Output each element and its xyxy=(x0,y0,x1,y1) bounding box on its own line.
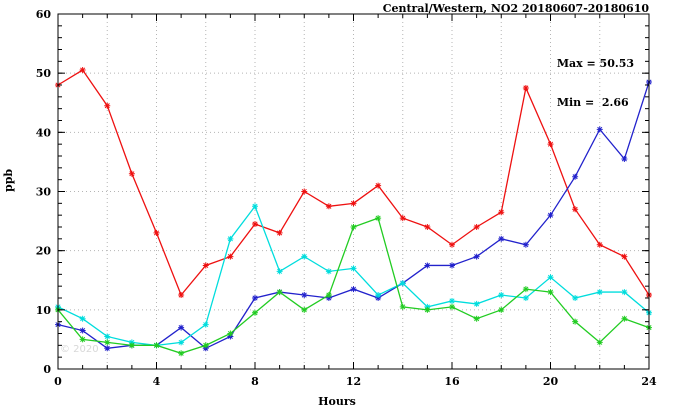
svg-text:40: 40 xyxy=(36,126,52,139)
max-value-label: Max = 50.53 xyxy=(556,57,634,70)
svg-text:0: 0 xyxy=(43,363,51,376)
svg-text:50: 50 xyxy=(36,67,52,80)
svg-text:16: 16 xyxy=(444,375,460,388)
watermark: © 2020 xyxy=(60,344,99,355)
svg-text:20: 20 xyxy=(543,375,559,388)
svg-text:8: 8 xyxy=(251,375,259,388)
max-min-annotation: Max = 50.53 Min = 2.66 xyxy=(557,31,634,135)
chart-title: Central/Western, NO2 20180607-20180610 xyxy=(382,2,649,15)
svg-text:4: 4 xyxy=(153,375,161,388)
svg-text:10: 10 xyxy=(36,304,52,317)
x-axis-label: Hours xyxy=(318,395,356,408)
min-value-label: Min = 2.66 xyxy=(556,96,629,109)
svg-text:24: 24 xyxy=(641,375,657,388)
svg-text:60: 60 xyxy=(36,8,52,21)
y-axis-label: ppb xyxy=(2,168,15,192)
svg-text:12: 12 xyxy=(346,375,361,388)
svg-text:30: 30 xyxy=(36,186,52,199)
svg-text:20: 20 xyxy=(36,245,52,258)
svg-text:0: 0 xyxy=(54,375,62,388)
